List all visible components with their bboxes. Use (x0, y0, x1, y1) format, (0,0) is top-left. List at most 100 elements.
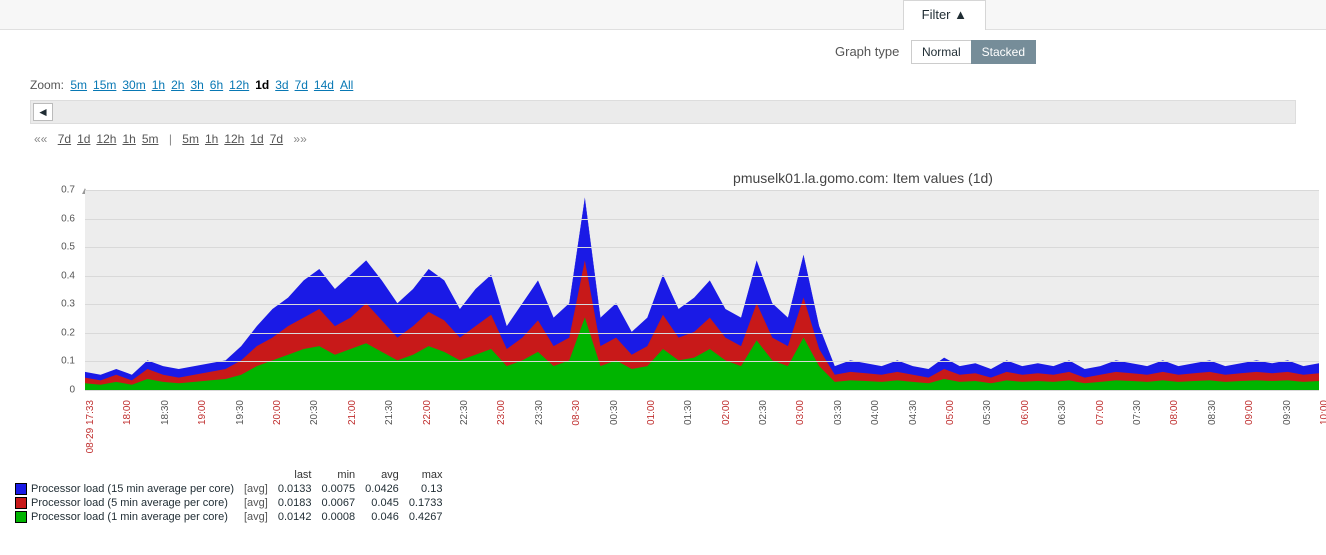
graph-type-normal-button[interactable]: Normal (911, 40, 971, 64)
zoom-option-1d[interactable]: 1d (255, 78, 269, 92)
x-tick: 06:30 (1057, 400, 1068, 425)
zoom-option-7d[interactable]: 7d (295, 78, 308, 92)
y-axis: ▲ 00.10.20.30.40.50.60.7 (25, 190, 80, 390)
legend-min: 0.0008 (322, 511, 366, 525)
y-tick: 0.7 (61, 185, 75, 196)
legend-min: 0.0075 (322, 483, 366, 497)
legend-last: 0.0133 (278, 483, 322, 497)
nav-left-1d[interactable]: 1d (77, 132, 90, 146)
nav-left-7d[interactable]: 7d (58, 132, 71, 146)
chart-area: ▲ 00.10.20.30.40.50.60.7 (67, 190, 1321, 400)
x-tick: 06:00 (1020, 400, 1031, 425)
filter-toggle[interactable]: Filter ▲ (903, 0, 986, 30)
x-tick: 18:00 (122, 400, 133, 425)
x-tick: 21:30 (384, 400, 395, 425)
x-tick: 19:30 (235, 400, 246, 425)
zoom-option-12h[interactable]: 12h (229, 78, 249, 92)
x-tick: 05:00 (945, 400, 956, 425)
x-tick: 08:00 (1169, 400, 1180, 425)
legend-header: min (322, 469, 366, 483)
nav-right-7d[interactable]: 7d (270, 132, 283, 146)
x-axis: 08-29 17:3318:0018:3019:0019:3020:0020:3… (85, 400, 1319, 455)
legend-row: Processor load (1 min average per core)[… (15, 511, 452, 525)
nav-left-12h[interactable]: 12h (96, 132, 116, 146)
y-tick: 0.2 (61, 327, 75, 338)
zoom-option-All[interactable]: All (340, 78, 353, 92)
legend-agg: [avg] (244, 511, 278, 525)
zoom-option-2h[interactable]: 2h (171, 78, 184, 92)
x-tick: 04:30 (908, 400, 919, 425)
chart-svg (85, 190, 1319, 390)
zoom-option-15m[interactable]: 15m (93, 78, 116, 92)
nav-left-arrows[interactable]: «« (34, 132, 47, 146)
nav-right-1h[interactable]: 1h (205, 132, 218, 146)
y-tick: 0.3 (61, 299, 75, 310)
legend-swatch (15, 511, 27, 523)
legend-max: 0.1733 (409, 497, 453, 511)
scroll-left-button[interactable]: ◄ (33, 103, 53, 121)
x-tick: 05:30 (982, 400, 993, 425)
chart-title: pmuselk01.la.gomo.com: Item values (1d) (5, 170, 1321, 186)
plot-area (85, 190, 1319, 390)
legend: lastminavgmaxProcessor load (15 min aver… (15, 469, 1321, 525)
x-tick: 07:00 (1095, 400, 1106, 425)
x-tick: 00:30 (609, 400, 620, 425)
y-tick: 0.1 (61, 356, 75, 367)
legend-header: max (409, 469, 453, 483)
x-tick: 22:00 (422, 400, 433, 425)
nav-right-arrows[interactable]: »» (293, 132, 306, 146)
legend-agg: [avg] (244, 497, 278, 511)
x-tick: 21:00 (347, 400, 358, 425)
y-tick: 0.4 (61, 270, 75, 281)
legend-swatch (15, 497, 27, 509)
graph-type-stacked-button[interactable]: Stacked (971, 40, 1036, 64)
zoom-option-6h[interactable]: 6h (210, 78, 223, 92)
x-tick: 20:00 (272, 400, 283, 425)
zoom-option-3d[interactable]: 3d (275, 78, 288, 92)
y-tick: 0 (69, 385, 75, 396)
x-tick: 02:30 (758, 400, 769, 425)
zoom-option-30m[interactable]: 30m (122, 78, 145, 92)
zoom-label: Zoom: (30, 78, 64, 92)
legend-header: avg (365, 469, 409, 483)
x-tick: 02:00 (721, 400, 732, 425)
x-tick: 09:00 (1244, 400, 1255, 425)
x-tick: 04:00 (870, 400, 881, 425)
y-tick: 0.5 (61, 242, 75, 253)
legend-agg: [avg] (244, 483, 278, 497)
legend-avg: 0.046 (365, 511, 409, 525)
legend-avg: 0.0426 (365, 483, 409, 497)
legend-row: Processor load (5 min average per core) [… (15, 497, 452, 511)
legend-row: Processor load (15 min average per core)… (15, 483, 452, 497)
legend-last: 0.0183 (278, 497, 322, 511)
nav-right-1d[interactable]: 1d (250, 132, 263, 146)
nav-left-1h[interactable]: 1h (122, 132, 135, 146)
zoom-option-14d[interactable]: 14d (314, 78, 334, 92)
legend-series-name: Processor load (5 min average per core) (31, 497, 228, 509)
zoom-option-1h[interactable]: 1h (152, 78, 165, 92)
zoom-option-5m[interactable]: 5m (70, 78, 87, 92)
x-tick: 03:00 (795, 400, 806, 425)
nav-left-5m[interactable]: 5m (142, 132, 159, 146)
x-tick: 23:30 (534, 400, 545, 425)
x-tick: 10:00 (1319, 400, 1326, 425)
nav-right-12h[interactable]: 12h (224, 132, 244, 146)
graph-type-selector: Graph type NormalStacked (0, 30, 1326, 74)
x-tick: 08-30 (571, 400, 582, 426)
legend-swatch (15, 483, 27, 495)
x-tick: 07:30 (1132, 400, 1143, 425)
legend-table: lastminavgmaxProcessor load (15 min aver… (15, 469, 452, 525)
legend-max: 0.4267 (409, 511, 453, 525)
chart-container: pmuselk01.la.gomo.com: Item values (1d) … (5, 170, 1321, 525)
legend-header: last (278, 469, 322, 483)
x-tick: 01:00 (646, 400, 657, 425)
nav-right-5m[interactable]: 5m (182, 132, 199, 146)
legend-max: 0.13 (409, 483, 453, 497)
legend-series-name: Processor load (15 min average per core) (31, 483, 234, 495)
x-tick: 03:30 (833, 400, 844, 425)
zoom-option-3h[interactable]: 3h (190, 78, 203, 92)
graph-type-label: Graph type (835, 44, 899, 59)
zoom-controls: Zoom: 5m 15m 30m 1h 2h 3h 6h 12h 1d 3d 7d 14d All (0, 74, 1326, 96)
legend-min: 0.0067 (322, 497, 366, 511)
x-tick: 01:30 (683, 400, 694, 425)
